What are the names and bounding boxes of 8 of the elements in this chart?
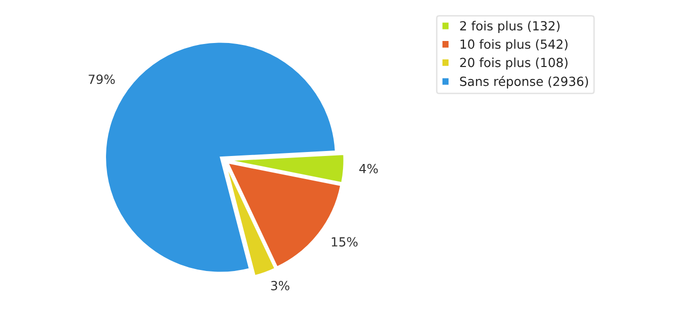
legend-label: 2 fois plus (132) [460,20,560,33]
legend-label: Sans réponse (2936) [460,76,588,88]
data-label: 3% [271,280,290,290]
data-label: 15% [332,237,358,247]
legend-label: 20 fois plus (108) [460,58,568,70]
legend-label: 10 fois plus (542) [460,39,568,52]
data-label: 79% [88,74,115,84]
data-label: 4% [359,164,378,174]
